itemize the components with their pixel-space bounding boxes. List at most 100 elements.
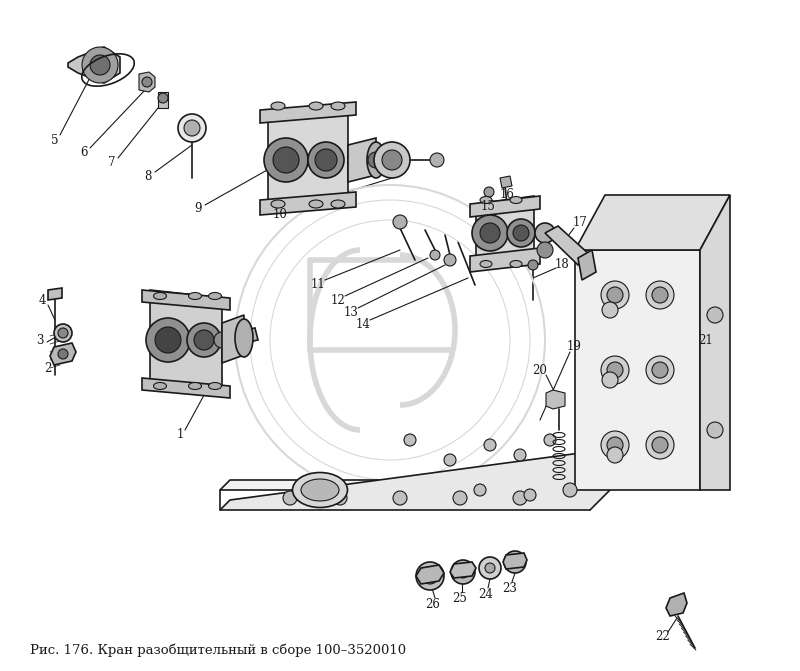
- Circle shape: [264, 138, 308, 182]
- Circle shape: [707, 422, 723, 438]
- Polygon shape: [546, 390, 565, 409]
- Circle shape: [607, 287, 623, 303]
- Circle shape: [479, 557, 501, 579]
- Ellipse shape: [510, 260, 522, 268]
- Polygon shape: [700, 195, 730, 490]
- Polygon shape: [268, 110, 348, 210]
- Circle shape: [472, 215, 508, 251]
- Circle shape: [535, 223, 555, 243]
- Circle shape: [382, 150, 402, 170]
- Text: 24: 24: [478, 588, 494, 601]
- Text: 2: 2: [44, 362, 52, 374]
- Ellipse shape: [293, 472, 347, 507]
- Polygon shape: [348, 138, 376, 182]
- Circle shape: [652, 362, 668, 378]
- Polygon shape: [142, 290, 230, 310]
- Circle shape: [484, 439, 496, 451]
- Polygon shape: [590, 250, 640, 490]
- Polygon shape: [503, 553, 527, 569]
- Polygon shape: [260, 192, 356, 215]
- Polygon shape: [260, 102, 356, 123]
- Polygon shape: [450, 562, 476, 578]
- Text: Рис. 176. Кран разобщительный в сборе 100–3520010: Рис. 176. Кран разобщительный в сборе 10…: [30, 643, 406, 657]
- Ellipse shape: [189, 382, 202, 389]
- Text: 22: 22: [656, 631, 670, 643]
- Bar: [158, 92, 168, 108]
- Circle shape: [58, 328, 68, 338]
- Text: 4: 4: [38, 293, 46, 307]
- Polygon shape: [222, 315, 244, 363]
- Text: 16: 16: [499, 189, 514, 201]
- Polygon shape: [50, 343, 76, 365]
- Ellipse shape: [309, 102, 323, 110]
- Circle shape: [457, 566, 469, 578]
- Text: 13: 13: [343, 305, 358, 319]
- Ellipse shape: [480, 260, 492, 268]
- Ellipse shape: [301, 479, 339, 501]
- Polygon shape: [142, 378, 230, 398]
- Circle shape: [601, 281, 629, 309]
- Circle shape: [444, 454, 456, 466]
- Text: 19: 19: [566, 340, 582, 354]
- Text: 21: 21: [698, 333, 714, 346]
- Ellipse shape: [480, 197, 492, 203]
- Text: 20: 20: [533, 364, 547, 376]
- Circle shape: [333, 491, 347, 505]
- Polygon shape: [476, 196, 534, 269]
- Text: 23: 23: [502, 582, 518, 595]
- Circle shape: [444, 254, 456, 266]
- Polygon shape: [666, 593, 687, 616]
- Text: 11: 11: [310, 278, 326, 291]
- Circle shape: [184, 120, 200, 136]
- Circle shape: [652, 437, 668, 453]
- Ellipse shape: [235, 319, 253, 357]
- Circle shape: [485, 563, 495, 573]
- Polygon shape: [48, 288, 62, 300]
- Text: 14: 14: [355, 317, 370, 331]
- Circle shape: [514, 449, 526, 461]
- Ellipse shape: [189, 293, 202, 299]
- Circle shape: [374, 142, 410, 178]
- Circle shape: [563, 483, 577, 497]
- Circle shape: [214, 332, 230, 348]
- Ellipse shape: [154, 293, 166, 299]
- Circle shape: [484, 187, 494, 197]
- Circle shape: [308, 142, 344, 178]
- Polygon shape: [545, 226, 590, 265]
- Circle shape: [393, 491, 407, 505]
- Circle shape: [528, 260, 538, 270]
- Text: 8: 8: [144, 170, 152, 183]
- Circle shape: [194, 330, 214, 350]
- Circle shape: [451, 560, 475, 584]
- Ellipse shape: [209, 293, 222, 299]
- Text: 7: 7: [108, 156, 116, 168]
- Circle shape: [82, 47, 118, 83]
- Circle shape: [652, 287, 668, 303]
- Text: 25: 25: [453, 592, 467, 605]
- Text: 12: 12: [330, 293, 346, 307]
- Text: 10: 10: [273, 209, 287, 221]
- Ellipse shape: [367, 142, 385, 178]
- Polygon shape: [470, 248, 540, 272]
- Circle shape: [524, 489, 536, 501]
- Circle shape: [607, 447, 623, 463]
- Text: 18: 18: [554, 258, 570, 270]
- Circle shape: [155, 327, 181, 353]
- Polygon shape: [416, 565, 444, 584]
- Circle shape: [513, 491, 527, 505]
- Text: 5: 5: [51, 134, 58, 146]
- Text: 15: 15: [481, 201, 495, 213]
- Circle shape: [513, 225, 529, 241]
- Circle shape: [393, 215, 407, 229]
- Circle shape: [504, 551, 526, 573]
- Circle shape: [283, 491, 297, 505]
- Polygon shape: [500, 176, 512, 188]
- Text: 17: 17: [573, 217, 587, 229]
- Text: 3: 3: [36, 333, 44, 346]
- Polygon shape: [150, 290, 222, 390]
- Ellipse shape: [209, 382, 222, 389]
- Polygon shape: [578, 250, 596, 280]
- Circle shape: [146, 318, 190, 362]
- Circle shape: [430, 153, 444, 167]
- Circle shape: [646, 431, 674, 459]
